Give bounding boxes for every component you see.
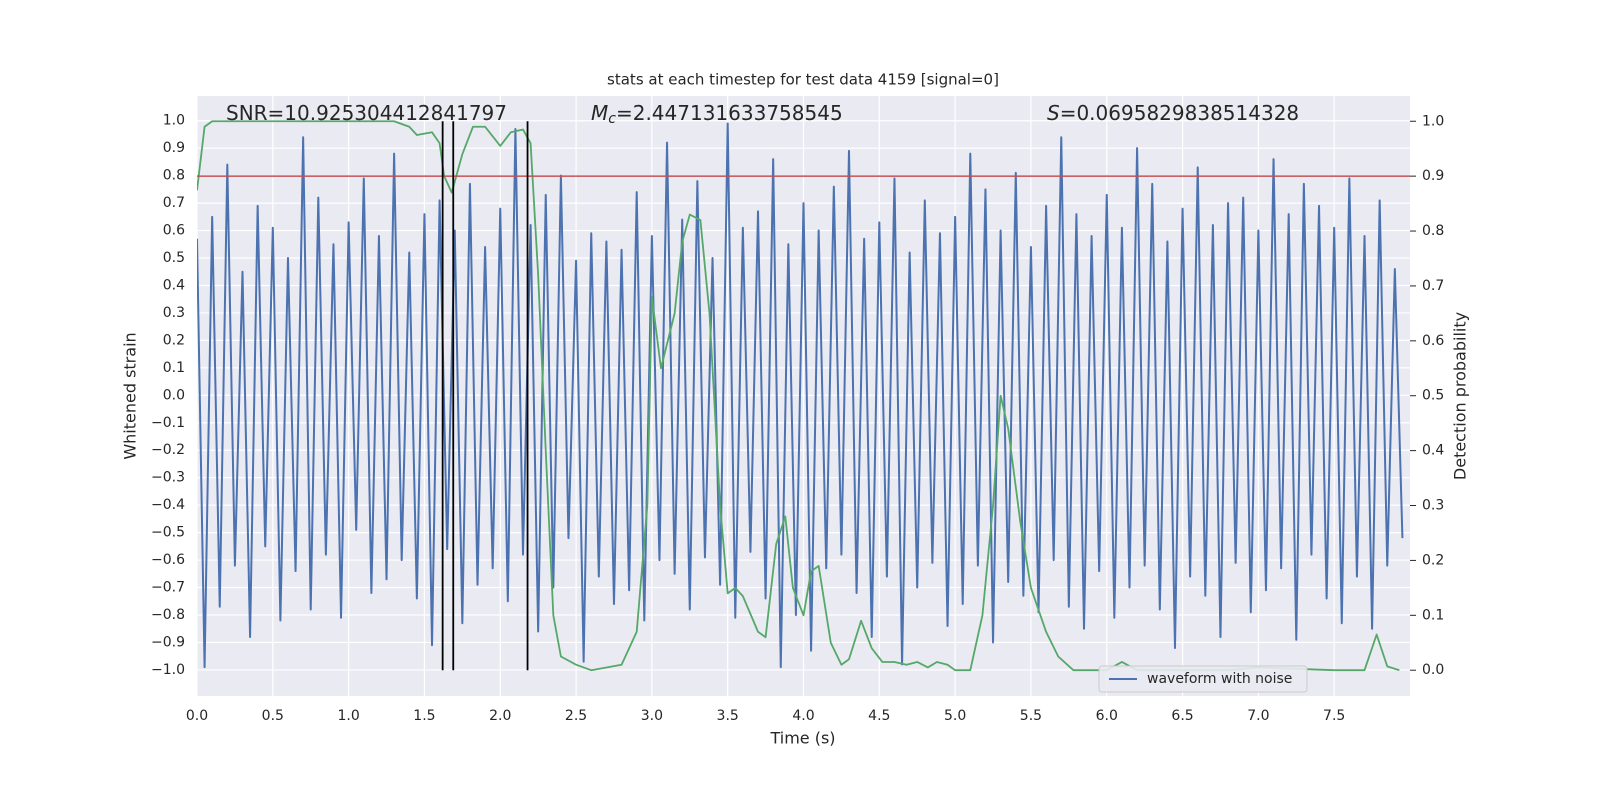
annotation-text: SNR=10.925304412841797 — [226, 101, 507, 125]
y-tick-label: −1.0 — [151, 662, 185, 678]
y2-tick-label: 0.8 — [1422, 223, 1444, 239]
y-tick-label: −0.5 — [151, 525, 185, 541]
x-tick-label: 7.0 — [1247, 708, 1269, 724]
y-tick-label: −0.8 — [151, 607, 185, 623]
x-tick-label: 4.0 — [792, 708, 814, 724]
x-axis-label: Time (s) — [769, 729, 835, 748]
series-line — [197, 120, 1400, 672]
x-tick-label: 0.0 — [186, 708, 208, 724]
y-tick-label: 1.0 — [163, 113, 185, 129]
y-tick-label: −0.7 — [151, 580, 185, 596]
legend-box — [1098, 665, 1308, 693]
x-tick-label: 5.5 — [1020, 708, 1042, 724]
marks — [197, 120, 1410, 672]
y-tick-label: 0.9 — [163, 140, 185, 156]
y-tick-label: 0.7 — [163, 195, 185, 211]
y-tick-label: 0.8 — [163, 168, 185, 184]
annotation-symbol: M — [591, 101, 608, 125]
y-tick-label: −0.9 — [151, 634, 185, 650]
y-tick-label: 0.2 — [163, 332, 185, 348]
x-tick-label: 3.0 — [641, 708, 663, 724]
y-tick-label: 0.4 — [163, 277, 185, 293]
y-tick-label: 0.6 — [163, 223, 185, 239]
x-tick-label: 2.0 — [489, 708, 511, 724]
x-tick-label: 5.0 — [944, 708, 966, 724]
annotation-text: =2.447131633758545 — [616, 101, 843, 125]
annotation: SNR=10.925304412841797 — [226, 101, 507, 125]
y2-tick-label: 0.6 — [1422, 333, 1444, 349]
legend-label: waveform with noise — [1147, 671, 1292, 687]
y2-tick-label: 0.4 — [1422, 443, 1444, 459]
annotation: Mc=2.447131633758545 — [591, 101, 843, 128]
x-tick-label: 1.5 — [413, 708, 435, 724]
y-tick-label: 0.3 — [163, 305, 185, 321]
annotation: S=0.0695829838514328 — [1047, 101, 1299, 125]
y2-tick-label: 0.7 — [1422, 278, 1444, 294]
y-tick-label: −0.1 — [151, 415, 185, 431]
x-tick-label: 7.5 — [1323, 708, 1345, 724]
y-tick-label: 0.0 — [163, 387, 185, 403]
y-tick-label: −0.3 — [151, 470, 185, 486]
y-tick-label: −0.2 — [151, 442, 185, 458]
x-tick-label: 3.5 — [717, 708, 739, 724]
y2-tick-label: 0.0 — [1422, 662, 1444, 678]
series-line — [197, 122, 1404, 669]
labels: 0.0 0.5 1.0 1.5 2.0 2.5 3.0 3.5 4.0 4.5 5.0 5.5 6.0 6… — [151, 101, 1444, 725]
y2-tick-label: 1.0 — [1422, 113, 1444, 129]
y2-tick-label: 0.3 — [1422, 498, 1444, 514]
x-tick-label: 0.5 — [262, 708, 284, 724]
annotation-text: =0.0695829838514328 — [1060, 101, 1299, 125]
y-tick-label: −0.6 — [151, 552, 185, 568]
x-tick-label: 4.5 — [868, 708, 890, 724]
y2-tick-label: 0.2 — [1422, 552, 1444, 568]
y2-tick-label: 0.1 — [1422, 607, 1444, 623]
y2-tick-label: 0.5 — [1422, 388, 1444, 404]
y-tick-label: −0.4 — [151, 497, 185, 513]
y-tick-label: 0.5 — [163, 250, 185, 266]
annotation-symbol: S — [1047, 101, 1060, 125]
x-tick-label: 6.0 — [1096, 708, 1118, 724]
chart-title: stats at each timestep for test data 415… — [607, 71, 999, 89]
x-tick-label: 1.0 — [337, 708, 359, 724]
y-axis-label: Whitened strain — [121, 332, 140, 459]
x-tick-label: 6.5 — [1171, 708, 1193, 724]
y2-axis-label: Detection probability — [1451, 312, 1470, 480]
x-tick-label: 2.5 — [565, 708, 587, 724]
y2-tick-label: 0.9 — [1422, 168, 1444, 184]
annotation-subscript: c — [608, 111, 616, 127]
y-tick-label: 0.1 — [163, 360, 185, 376]
